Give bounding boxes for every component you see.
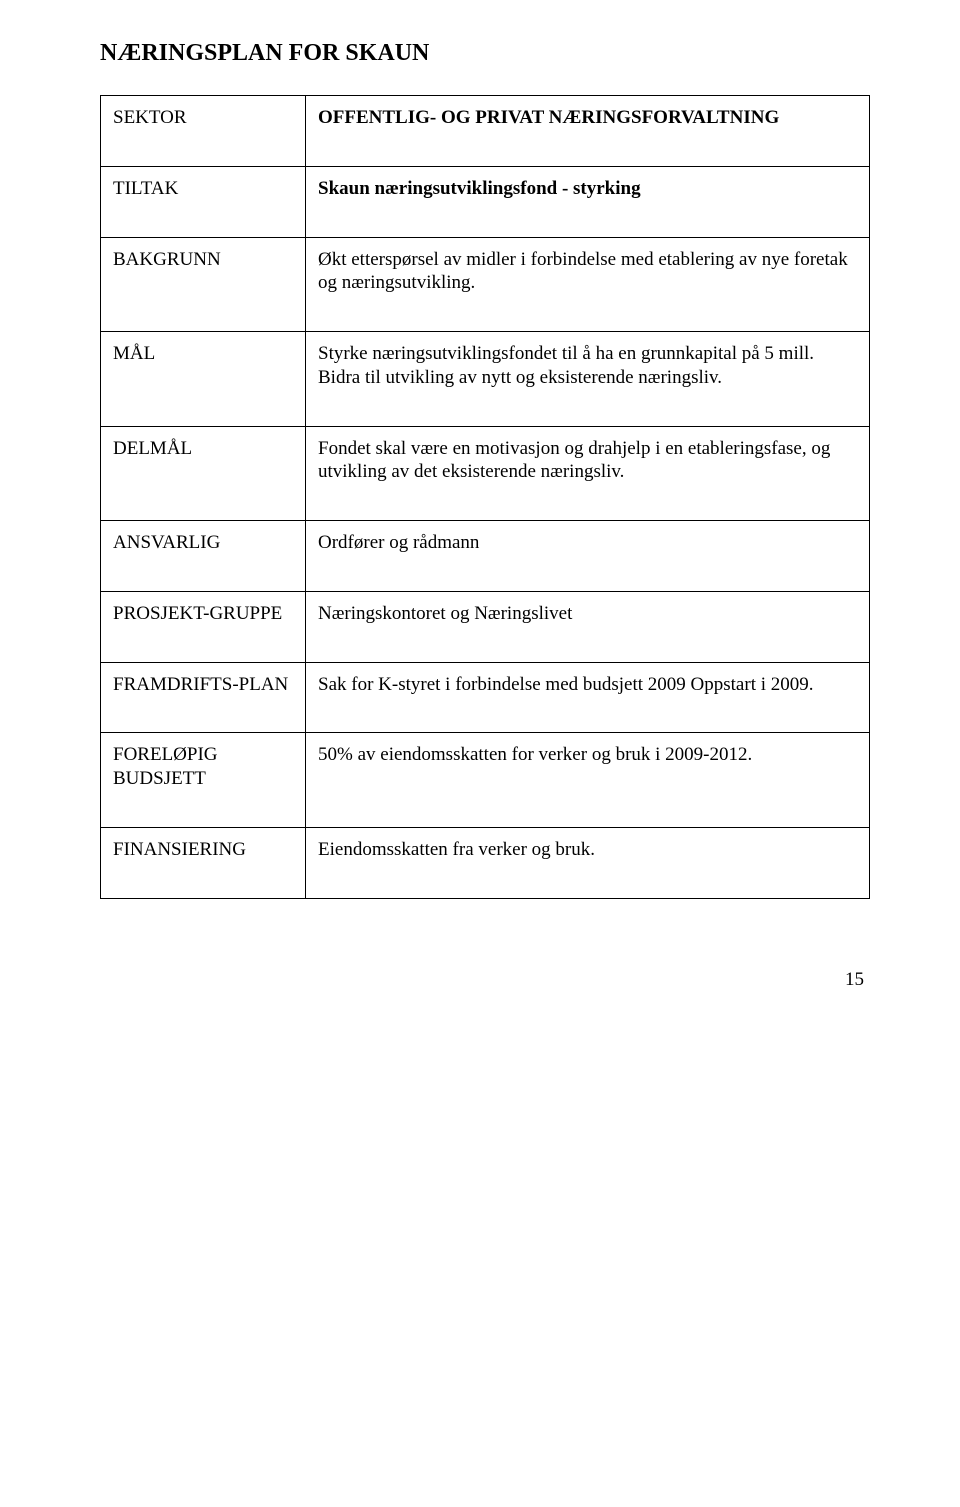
table-row: SEKTOROFFENTLIG- OG PRIVAT NÆRINGSFORVAL… bbox=[101, 96, 870, 167]
table-row: FINANSIERINGEiendomsskatten fra verker o… bbox=[101, 827, 870, 898]
page-container: NÆRINGSPLAN FOR SKAUN SEKTOROFFENTLIG- O… bbox=[0, 0, 960, 1051]
row-label: MÅL bbox=[101, 332, 306, 427]
row-label: PROSJEKT-GRUPPE bbox=[101, 591, 306, 662]
document-table: SEKTOROFFENTLIG- OG PRIVAT NÆRINGSFORVAL… bbox=[100, 95, 870, 899]
table-row: MÅLStyrke næringsutviklingsfondet til å … bbox=[101, 332, 870, 427]
table-row: TILTAKSkaun næringsutviklingsfond - styr… bbox=[101, 166, 870, 237]
table-row: PROSJEKT-GRUPPENæringskontoret og Næring… bbox=[101, 591, 870, 662]
table-row: FRAMDRIFTS-PLANSak for K-styret i forbin… bbox=[101, 662, 870, 733]
row-content: Skaun næringsutviklingsfond - styrking bbox=[306, 166, 870, 237]
row-content: 50% av eiendomsskatten for verker og bru… bbox=[306, 733, 870, 828]
row-label: DELMÅL bbox=[101, 426, 306, 521]
row-label: FINANSIERING bbox=[101, 827, 306, 898]
table-row: BAKGRUNNØkt etterspørsel av midler i for… bbox=[101, 237, 870, 332]
row-label: TILTAK bbox=[101, 166, 306, 237]
row-content: Ordfører og rådmann bbox=[306, 521, 870, 592]
row-label: FORELØPIG BUDSJETT bbox=[101, 733, 306, 828]
row-content: Økt etterspørsel av midler i forbindelse… bbox=[306, 237, 870, 332]
page-title: NÆRINGSPLAN FOR SKAUN bbox=[100, 40, 870, 67]
row-label: ANSVARLIG bbox=[101, 521, 306, 592]
row-content: Sak for K-styret i forbindelse med budsj… bbox=[306, 662, 870, 733]
table-row: FORELØPIG BUDSJETT50% av eiendomsskatten… bbox=[101, 733, 870, 828]
row-content: Styrke næringsutviklingsfondet til å ha … bbox=[306, 332, 870, 427]
row-content: OFFENTLIG- OG PRIVAT NÆRINGSFORVALTNING bbox=[306, 96, 870, 167]
table-body: SEKTOROFFENTLIG- OG PRIVAT NÆRINGSFORVAL… bbox=[101, 96, 870, 899]
row-label: SEKTOR bbox=[101, 96, 306, 167]
page-number: 15 bbox=[100, 969, 870, 991]
row-label: BAKGRUNN bbox=[101, 237, 306, 332]
row-content: Fondet skal være en motivasjon og drahje… bbox=[306, 426, 870, 521]
table-row: DELMÅLFondet skal være en motivasjon og … bbox=[101, 426, 870, 521]
row-label: FRAMDRIFTS-PLAN bbox=[101, 662, 306, 733]
row-content: Næringskontoret og Næringslivet bbox=[306, 591, 870, 662]
row-content: Eiendomsskatten fra verker og bruk. bbox=[306, 827, 870, 898]
table-row: ANSVARLIGOrdfører og rådmann bbox=[101, 521, 870, 592]
